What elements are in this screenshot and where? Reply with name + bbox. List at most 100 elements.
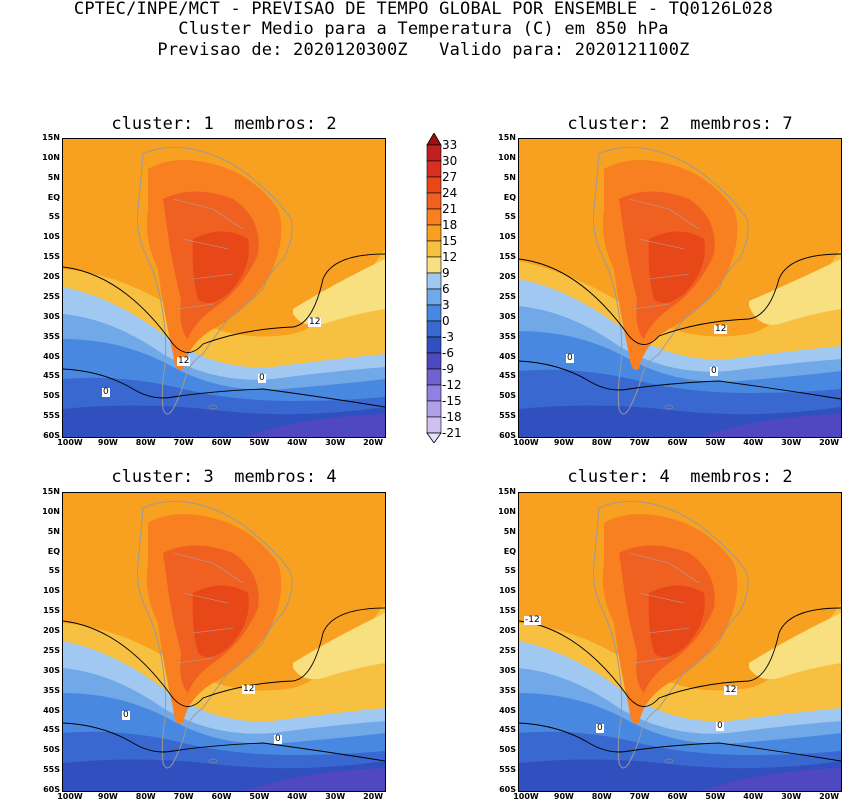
panel-4-title: cluster: 4 membros: 2 bbox=[567, 467, 793, 487]
lon-tick-label: 40W bbox=[743, 438, 764, 447]
colorbar-segment bbox=[426, 240, 442, 258]
lon-tick-label: 90W bbox=[553, 438, 574, 447]
lat-tick-label: 60S bbox=[499, 431, 516, 440]
lat-tick-label: 15S bbox=[499, 252, 516, 262]
colorbar-tick-label: 24 bbox=[442, 186, 458, 200]
lon-tick-label: 100W bbox=[57, 792, 83, 801]
lon-tick-label: 80W bbox=[135, 438, 156, 447]
lat-tick-label: 25S bbox=[43, 291, 60, 301]
lat-tick-label: 25S bbox=[499, 645, 516, 655]
colorbar-tick-label: 30 bbox=[442, 154, 458, 168]
temperature-map-cluster-2 bbox=[518, 138, 842, 438]
colorbar-segment bbox=[426, 256, 442, 274]
colorbar-tick-label: 12 bbox=[442, 250, 458, 264]
lat-tick-label: 45S bbox=[43, 725, 60, 735]
colorbar-segment bbox=[426, 224, 442, 242]
lat-tick-label: 40S bbox=[499, 705, 516, 715]
lat-tick-label: 10S bbox=[499, 232, 516, 242]
lat-tick-label: 20S bbox=[499, 272, 516, 282]
lat-tick-label: 10S bbox=[499, 586, 516, 596]
lon-tick-label: 80W bbox=[591, 438, 612, 447]
lat-tick-label: 20S bbox=[43, 272, 60, 282]
lon-tick-label: 70W bbox=[173, 792, 194, 801]
contour-label: -12 bbox=[524, 615, 541, 625]
lat-tick-label: 35S bbox=[43, 685, 60, 695]
colorbar-tick-label: -9 bbox=[442, 362, 454, 376]
lat-tick-label: 15N bbox=[498, 133, 516, 142]
contour-label: 0 bbox=[102, 387, 110, 397]
lat-tick-label: 50S bbox=[43, 391, 60, 401]
lat-tick-label: 30S bbox=[499, 665, 516, 675]
lat-tick-label: EQ bbox=[503, 546, 516, 556]
contour-label: 0 bbox=[710, 366, 718, 376]
lon-tick-label: 50W bbox=[249, 792, 270, 801]
contour-label: 0 bbox=[716, 721, 724, 731]
lat-tick-label: 40S bbox=[499, 351, 516, 361]
lon-tick-label: 30W bbox=[325, 438, 346, 447]
lat-tick-label: 5S bbox=[48, 566, 60, 576]
lat-tick-label: 55S bbox=[43, 411, 60, 421]
lon-tick-label: 70W bbox=[173, 438, 194, 447]
lat-tick-label: 15N bbox=[42, 487, 60, 496]
lon-tick-label: 30W bbox=[325, 792, 346, 801]
lat-tick-label: 25S bbox=[43, 645, 60, 655]
lat-tick-label: 50S bbox=[499, 391, 516, 401]
lat-tick-label: 40S bbox=[43, 351, 60, 361]
lat-tick-label: 5N bbox=[503, 172, 516, 182]
colorbar-tick-label: 0 bbox=[442, 314, 450, 328]
lat-tick-label: 15S bbox=[43, 252, 60, 262]
lat-tick-label: EQ bbox=[47, 192, 60, 202]
colorbar-tick-label: -21 bbox=[442, 426, 462, 440]
lon-tick-label: 50W bbox=[705, 438, 726, 447]
lon-tick-label: 80W bbox=[135, 792, 156, 801]
contour-label: 0 bbox=[274, 734, 282, 744]
colorbar-segment bbox=[426, 336, 442, 354]
contour-label: 12 bbox=[177, 356, 191, 366]
colorbar-segment bbox=[426, 160, 442, 178]
lat-tick-label: 40S bbox=[43, 705, 60, 715]
lon-tick-label: 60W bbox=[211, 792, 232, 801]
lat-tick-label: 15S bbox=[499, 606, 516, 616]
lat-tick-label: 30S bbox=[499, 311, 516, 321]
panel-1-title: cluster: 1 membros: 2 bbox=[111, 114, 337, 134]
lon-tick-label: 60W bbox=[667, 792, 688, 801]
contour-label: 12 bbox=[714, 324, 728, 334]
colorbar-tick-label: -6 bbox=[442, 346, 454, 360]
temperature-map-cluster-3 bbox=[62, 492, 386, 792]
lat-tick-label: 10N bbox=[498, 506, 516, 516]
lon-tick-label: 20W bbox=[363, 792, 384, 801]
lat-tick-label: 45S bbox=[499, 725, 516, 735]
lon-tick-label: 50W bbox=[249, 438, 270, 447]
colorbar-tick-label: 15 bbox=[442, 234, 458, 248]
colorbar-segment bbox=[426, 352, 442, 370]
lon-tick-label: 70W bbox=[629, 438, 650, 447]
colorbar-segment bbox=[426, 288, 442, 306]
lon-tick-label: 60W bbox=[211, 438, 232, 447]
lon-tick-label: 20W bbox=[819, 438, 840, 447]
lon-tick-label: 90W bbox=[97, 792, 118, 801]
lat-tick-label: 10N bbox=[42, 152, 60, 162]
colorbar-tick-label: 3 bbox=[442, 298, 450, 312]
lon-tick-label: 40W bbox=[287, 438, 308, 447]
colorbar-tick-label: 21 bbox=[442, 202, 458, 216]
lat-tick-label: 15N bbox=[42, 133, 60, 142]
lat-tick-label: 60S bbox=[43, 431, 60, 440]
lat-tick-label: 30S bbox=[43, 665, 60, 675]
colorbar-segment bbox=[426, 272, 442, 290]
lat-tick-label: EQ bbox=[503, 192, 516, 202]
colorbar-segment bbox=[426, 304, 442, 322]
lon-tick-label: 40W bbox=[743, 792, 764, 801]
colorbar-tick-label: -12 bbox=[442, 378, 462, 392]
contour-label: 0 bbox=[596, 723, 604, 733]
lon-tick-label: 70W bbox=[629, 792, 650, 801]
temperature-map-cluster-4 bbox=[518, 492, 842, 792]
colorbar-segment bbox=[426, 368, 442, 386]
lat-tick-label: 20S bbox=[43, 626, 60, 636]
figure-title-line3: Previsao de: 2020120300Z Valido para: 20… bbox=[157, 40, 690, 60]
lat-tick-label: 35S bbox=[43, 331, 60, 341]
lon-tick-label: 30W bbox=[781, 438, 802, 447]
colorbar-segment bbox=[426, 208, 442, 226]
colorbar-segment bbox=[426, 192, 442, 210]
lat-tick-label: 60S bbox=[499, 785, 516, 794]
colorbar-tick-label: 18 bbox=[442, 218, 458, 232]
